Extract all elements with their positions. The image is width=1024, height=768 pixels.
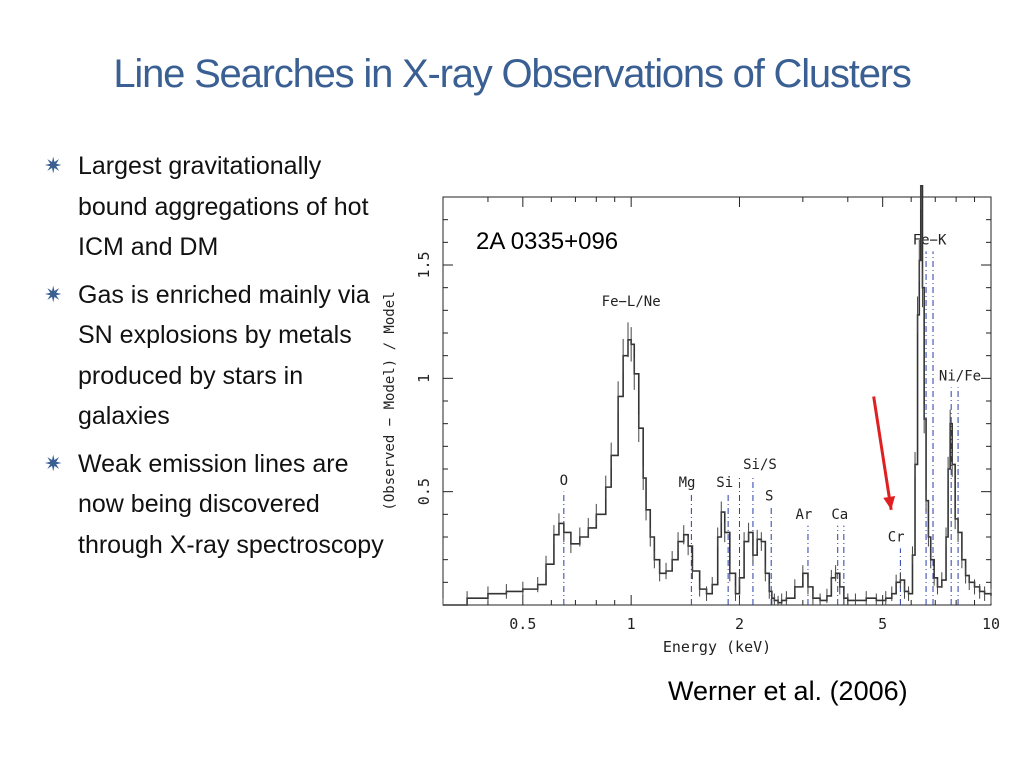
bullet-text: Weak emission lines are now being discov… [78,449,384,559]
line-marker-label: Ar [795,507,812,523]
line-marker-label: Fe−K [913,233,947,249]
spectrum-line [443,185,992,606]
bullet-item: ✷ Weak emission lines are now being disc… [44,444,384,566]
spectrum-chart: 0.5 1 2 5 10 0.5 1 1.5 Energy (keV) (Observed − M… [382,185,1000,656]
y-tick-label: 0.5 [415,478,433,505]
x-tick-label: 10 [982,615,1000,633]
bullet-list: ✷ Largest gravitationally bound aggregat… [44,146,384,572]
star-bullet-icon: ✷ [44,450,63,476]
x-tick-label: 5 [878,615,887,633]
star-bullet-icon: ✷ [44,153,63,178]
y-tick-label: 1.5 [415,251,433,278]
slide-title: Line Searches in X-ray Observations of C… [113,52,912,96]
line-marker-label: Si [716,475,733,491]
bullet-text: Gas is enriched mainly via SN explosions… [78,280,370,431]
x-tick-label: 0.5 [509,615,536,633]
bullet-item: ✷ Gas is enriched mainly via SN explosio… [44,275,384,437]
bullet-item: ✷ Largest gravitationally bound aggregat… [44,146,384,268]
line-marker-label: O [560,473,568,489]
star-bullet-icon: ✷ [44,281,63,307]
line-marker-label: Ni/Fe [939,369,981,385]
y-tick-label: 1 [415,374,433,383]
line-marker-label: Mg [679,475,696,491]
annotation-arrow-head [883,496,896,510]
line-marker-label: Si/S [743,457,777,473]
line-marker-label: Ca [831,507,848,523]
citation: Werner et al. (2006) [668,676,908,706]
x-axis-label: Energy (keV) [663,638,771,656]
y-axis-label: (Observed − Model) / Model [382,291,398,510]
line-marker-label: Cr [888,530,905,546]
annotation-arrow [872,396,893,511]
panel-label: 2A 0335+096 [476,228,618,255]
x-tick-label: 1 [627,615,636,633]
line-marker-label: S [765,489,773,505]
bullet-text: Largest gravitationally bound aggregatio… [78,152,369,261]
chart-plot-area: 0.5 1 2 5 10 0.5 1 1.5 Energy (keV) (Observed − M… [382,185,1000,656]
line-marker-label: Fe−L/Ne [602,294,661,310]
x-tick-label: 2 [735,615,744,633]
